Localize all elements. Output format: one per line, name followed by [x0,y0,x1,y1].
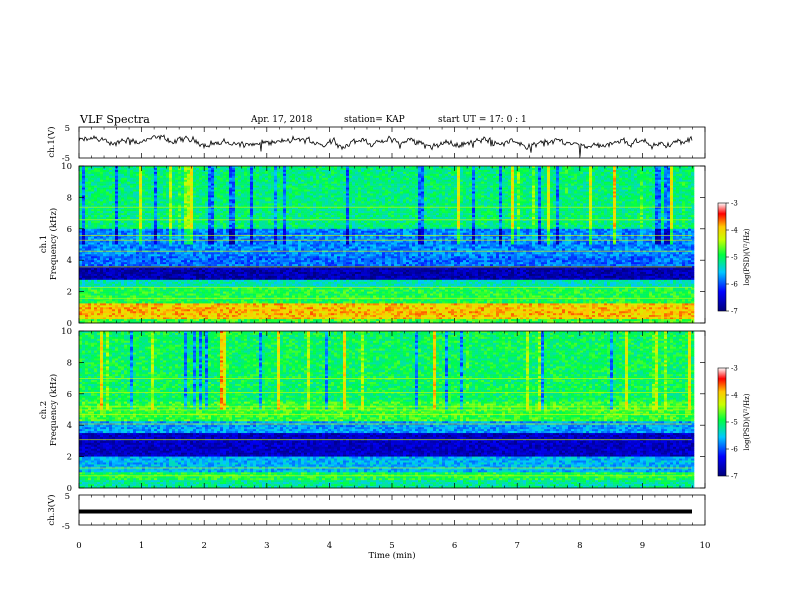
time-axis-tick-label: 6 [452,541,457,551]
time-axis-tick-label: 2 [201,541,206,551]
start-time-label: start UT = 17: 0 : 1 [438,115,527,125]
ch2-spectrogram-ytick-label: 0 [67,484,72,494]
ch1-spectrogram-ytick-label: 8 [67,193,72,203]
time-axis-label: Time (min) [368,550,415,561]
ch2-colorbar-tick-label: -5 [731,419,738,427]
ch1-spectrogram-ytick-label: 10 [61,162,72,172]
ch2-spectrogram-ytick-label: 10 [61,327,72,337]
figure-title: VLF Spectra [79,113,150,126]
ch3-ytick-top: 5 [65,492,70,502]
ch1-colorbar-tick-label: -3 [731,200,738,208]
ch2-colorbar-tick-label: -7 [731,473,738,481]
ch1-colorbar [717,202,727,312]
ch1-colorbar-tick-label: -7 [731,308,738,316]
ch1-waveform-line [78,134,693,157]
ch1-ytick-top: 5 [65,124,70,134]
time-axis-tick-label: 10 [700,541,711,551]
ch1-waveform-panel: 5 -5 ch.1(V) [46,124,706,164]
ch2-spectrogram-ytick-label: 4 [67,421,72,431]
ch3-waveform-panel: 5 -5 ch.3(V) [46,492,706,532]
ch1-spectrogram-ytick-label: 4 [67,256,72,266]
ch3-ytick-bottom: -5 [62,522,70,532]
time-axis-tick-label: 8 [577,541,582,551]
time-axis-tick-label: 9 [640,541,645,551]
time-axis-tick-label: 1 [139,541,144,551]
time-axis-tick-label: 7 [514,541,519,551]
ch2-colorbar-tick-label: -6 [731,446,738,454]
ch2-spectrogram-ylabel-frequency: Frequency (kHz) [48,374,59,446]
ch1-spectrogram-ytick-label: 2 [67,288,72,298]
ch1-ytick-bottom: -5 [62,154,70,164]
ch2-colorbar [717,367,727,477]
ch1-colorbar-tick-label: -5 [731,254,738,262]
time-axis-tick-label: 3 [264,541,269,551]
ch1-spectrogram-ytick-label: 6 [67,225,72,235]
ch1-spectrogram-ylabel-frequency: Frequency (kHz) [48,208,59,280]
ch3-waveform-ylabel: ch.3(V) [46,494,57,525]
ch2-spectrogram-ytick-label: 2 [67,453,72,463]
ch1-colorbar-tick-label: -6 [731,281,738,289]
ch2-spectrogram-ytick-label: 8 [67,358,72,368]
ch1-spectrogram-ylabel-channel: ch.1 [39,235,49,253]
time-axis: 0 1 2 3 4 5 6 7 8 9 10 [76,127,710,551]
ch1-colorbar-tick-label: -4 [731,227,738,235]
date-label: Apr. 17, 2018 [250,115,313,125]
ch1-colorbar-label: log(PSD)(V²/Hz) [743,228,751,285]
ch2-colorbar-tick-label: -4 [731,392,738,400]
time-axis-tick-label: 0 [76,541,81,551]
time-axis-tick-label: 5 [389,541,394,551]
ch2-spectrogram-ylabel-channel: ch.2 [39,401,49,419]
ch2-colorbar-label: log(PSD)(V²/Hz) [743,393,751,450]
station-label: station= KAP [344,115,405,125]
ch1-spectrogram-ytick-label: 0 [67,319,72,329]
ch2-spectrogram-heatmap [79,331,705,489]
ch1-spectrogram-heatmap [79,166,705,324]
ch2-colorbar-tick-label: -3 [731,365,738,373]
ch2-spectrogram-ytick-label: 6 [67,390,72,400]
time-axis-tick-label: 4 [327,541,332,551]
ch1-waveform-ylabel: ch.1(V) [46,126,57,157]
